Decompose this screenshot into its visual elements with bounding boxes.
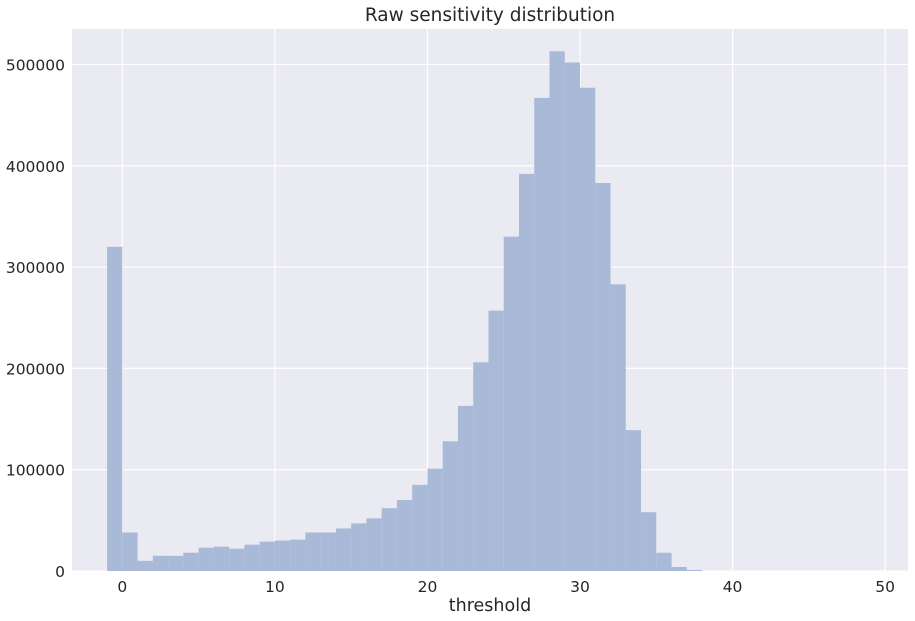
histogram-bar	[396, 500, 413, 571]
histogram-bar	[625, 430, 642, 571]
histogram-bar	[564, 62, 581, 572]
y-tick-label: 100000	[6, 462, 65, 480]
histogram-bar	[641, 512, 657, 571]
histogram-bar	[259, 541, 275, 571]
x-tick-label: 40	[723, 578, 743, 596]
y-tick-label: 500000	[6, 56, 65, 74]
histogram-bar	[457, 405, 474, 571]
y-tick-label: 0	[55, 563, 65, 581]
histogram-bar	[686, 569, 703, 571]
y-tick-label: 200000	[6, 360, 65, 378]
histogram-bar	[610, 284, 626, 571]
histogram-bar	[381, 508, 397, 571]
histogram-bar	[335, 528, 352, 571]
chart-title: Raw sensitivity distribution	[365, 5, 615, 26]
histogram-bar	[595, 182, 611, 572]
histogram-bars	[107, 51, 703, 572]
y-tick-label: 400000	[6, 158, 65, 176]
histogram-bar	[290, 539, 306, 571]
y-tick-label: 300000	[6, 259, 65, 277]
histogram-bar	[213, 546, 230, 571]
grid-lines	[72, 29, 908, 572]
histogram-bar	[671, 566, 687, 571]
histogram-bar	[107, 246, 123, 571]
histogram-bar	[320, 532, 336, 571]
histogram-bar	[503, 236, 519, 571]
histogram-bar	[580, 87, 596, 571]
histogram-bar	[229, 548, 245, 571]
histogram-bar	[534, 97, 550, 572]
histogram-bar	[351, 523, 367, 571]
histogram-bar	[412, 484, 428, 571]
histogram-bar	[366, 518, 382, 571]
histogram-bar	[137, 560, 153, 571]
histogram-bar	[198, 547, 214, 571]
x-tick-label: 20	[418, 578, 438, 596]
x-axis-label: threshold	[449, 596, 531, 616]
histogram-bar	[427, 468, 443, 571]
histogram-bar	[488, 310, 504, 571]
histogram-bar	[549, 51, 565, 572]
histogram-bar	[656, 552, 672, 571]
histogram-bar	[305, 532, 321, 571]
x-tick-label: 50	[875, 578, 895, 596]
x-tick-label: 0	[117, 578, 127, 596]
histogram-bar	[244, 544, 260, 571]
x-tick-label: 30	[570, 578, 590, 596]
y-tick-labels: 0 100000 200000 300000 400000 500000	[6, 56, 65, 581]
histogram-bar	[442, 441, 458, 571]
histogram-bar	[122, 532, 138, 571]
histogram-bar	[274, 540, 291, 571]
histogram-bar	[518, 173, 535, 571]
histogram-bar	[168, 555, 184, 571]
x-tick-label: 10	[265, 578, 285, 596]
histogram-bar	[152, 555, 169, 571]
x-tick-labels: 0 10 20 30 40 50	[117, 578, 895, 596]
histogram-bar	[183, 552, 199, 571]
histogram-bar	[473, 362, 489, 571]
